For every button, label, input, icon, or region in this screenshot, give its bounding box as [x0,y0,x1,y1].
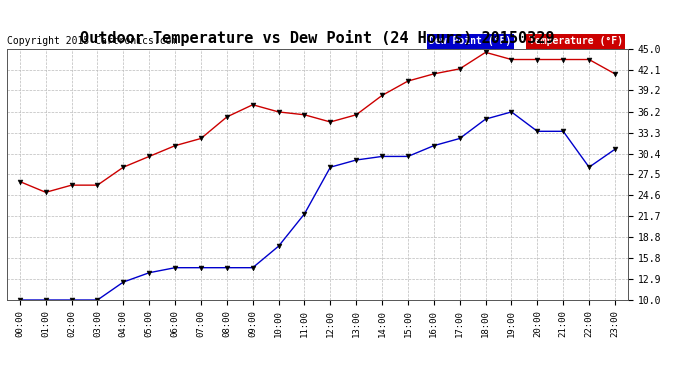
Text: Temperature (°F): Temperature (°F) [529,36,622,46]
Text: Copyright 2015 Cartronics.com: Copyright 2015 Cartronics.com [7,36,177,46]
Title: Outdoor Temperature vs Dew Point (24 Hours) 20150329: Outdoor Temperature vs Dew Point (24 Hou… [80,30,555,46]
Text: Dew Point (°F): Dew Point (°F) [429,36,511,46]
